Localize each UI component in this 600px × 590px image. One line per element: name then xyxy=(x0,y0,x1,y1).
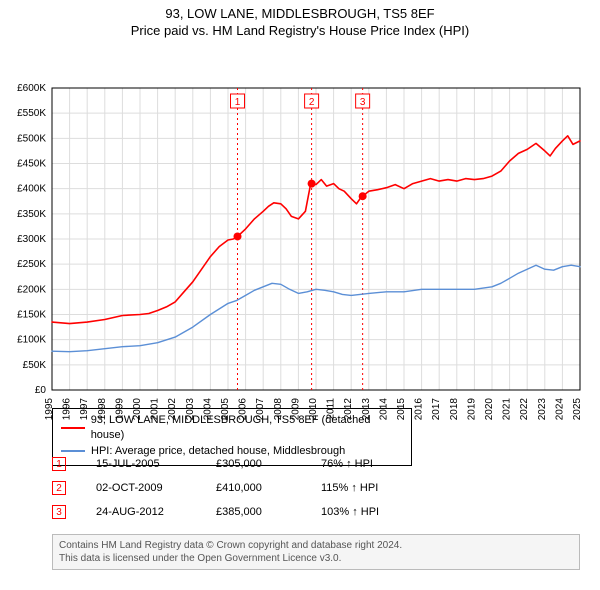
footer-attribution: Contains HM Land Registry data © Crown c… xyxy=(52,534,580,570)
x-tick-label: 2023 xyxy=(537,397,548,420)
sales-table-row: 1 15-JUL-2005 £305,000 76% ↑ HPI xyxy=(52,452,411,476)
y-tick-label: £0 xyxy=(35,385,47,396)
y-tick-label: £200K xyxy=(17,284,46,295)
x-tick-label: 2020 xyxy=(484,397,495,420)
y-tick-label: £550K xyxy=(17,108,46,119)
y-tick-label: £500K xyxy=(17,133,46,144)
sales-table-row: 2 02-OCT-2009 £410,000 115% ↑ HPI xyxy=(52,476,411,500)
sale-row-pct: 115% ↑ HPI xyxy=(321,482,411,494)
legend-label: 93, LOW LANE, MIDDLESBROUGH, TS5 8EF (de… xyxy=(91,413,403,444)
sale-row-marker: 1 xyxy=(52,457,66,471)
y-tick-label: £350K xyxy=(17,209,46,220)
legend-row: 93, LOW LANE, MIDDLESBROUGH, TS5 8EF (de… xyxy=(61,413,403,444)
y-tick-label: £50K xyxy=(23,360,47,371)
x-tick-label: 2019 xyxy=(466,397,477,420)
sales-table-row: 3 24-AUG-2012 £385,000 103% ↑ HPI xyxy=(52,500,411,524)
legend-swatch xyxy=(61,427,85,429)
sale-marker-number: 3 xyxy=(360,97,366,108)
y-tick-label: £150K xyxy=(17,309,46,320)
sale-dot xyxy=(359,192,367,200)
sale-row-date: 24-AUG-2012 xyxy=(96,506,186,518)
y-tick-label: £600K xyxy=(17,83,46,94)
x-tick-label: 2024 xyxy=(554,397,565,420)
y-tick-label: £100K xyxy=(17,334,46,345)
footer-line2: This data is licensed under the Open Gov… xyxy=(59,552,573,565)
x-tick-label: 2016 xyxy=(414,397,425,420)
sale-row-price: £410,000 xyxy=(216,482,291,494)
sale-marker-number: 1 xyxy=(235,97,241,108)
x-tick-label: 2021 xyxy=(502,397,513,420)
price-chart: £0 £50K £100K £150K £200K £250K £300K £350K £400… xyxy=(0,40,600,445)
footer-line1: Contains HM Land Registry data © Crown c… xyxy=(59,539,573,552)
sale-row-price: £305,000 xyxy=(216,458,291,470)
sale-dot xyxy=(308,179,316,187)
sale-row-price: £385,000 xyxy=(216,506,291,518)
title-subtitle: Price paid vs. HM Land Registry's House … xyxy=(0,23,600,40)
y-tick-label: £250K xyxy=(17,259,46,270)
title-address: 93, LOW LANE, MIDDLESBROUGH, TS5 8EF xyxy=(0,6,600,23)
sale-row-date: 15-JUL-2005 xyxy=(96,458,186,470)
sale-row-marker: 2 xyxy=(52,481,66,495)
x-tick-label: 2022 xyxy=(519,397,530,420)
x-tick-label: 2017 xyxy=(431,397,442,420)
x-tick-label: 2018 xyxy=(449,397,460,420)
y-tick-label: £300K xyxy=(17,234,46,245)
sale-row-pct: 76% ↑ HPI xyxy=(321,458,411,470)
sale-row-pct: 103% ↑ HPI xyxy=(321,506,411,518)
chart-titles: 93, LOW LANE, MIDDLESBROUGH, TS5 8EF Pri… xyxy=(0,0,600,40)
x-tick-label: 2025 xyxy=(572,397,583,420)
page-root: 93, LOW LANE, MIDDLESBROUGH, TS5 8EF Pri… xyxy=(0,0,600,590)
sales-table: 1 15-JUL-2005 £305,000 76% ↑ HPI 2 02-OCT-200… xyxy=(52,452,411,524)
sale-row-date: 02-OCT-2009 xyxy=(96,482,186,494)
y-tick-label: £450K xyxy=(17,158,46,169)
sale-row-marker: 3 xyxy=(52,505,66,519)
sale-marker-number: 2 xyxy=(309,97,315,108)
sale-dot xyxy=(234,232,242,240)
y-tick-label: £400K xyxy=(17,183,46,194)
